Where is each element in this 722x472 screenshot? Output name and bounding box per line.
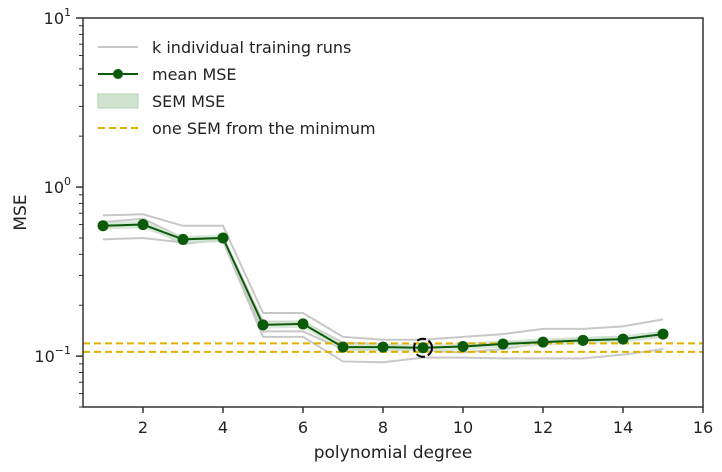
legend-sem-swatch [97,93,139,109]
legend-mean-label: mean MSE [152,65,237,84]
mean-point-4 [217,232,229,244]
mean-point-15 [657,328,669,340]
training-run-line-3 [102,223,663,352]
plot-frame [82,17,704,408]
mean-point-9 [417,342,429,354]
x-tick-label-2: 2 [138,418,148,437]
minimum-marker [413,337,433,358]
legend: k individual training runs mean MSE SEM … [97,38,376,138]
x-tick-label-10: 10 [453,418,473,437]
y-tick-label: 101 [44,6,71,28]
mean-point-12 [537,336,549,348]
mean-point-1 [97,220,109,232]
x-tick-label-8: 8 [378,418,388,437]
y-axis-label: MSE [11,194,31,230]
mean-point-14 [617,333,629,345]
training-run-line-0 [102,213,664,341]
legend-mean-marker [113,69,123,79]
y-tick-label: 100 [44,175,71,197]
mean-point-13 [577,334,589,346]
mean-point-5 [257,319,269,331]
legend-sem-label: SEM MSE [152,92,225,111]
x-tick-label-14: 14 [613,418,633,437]
x-tick-label-6: 6 [298,418,308,437]
sem-band [103,220,663,352]
x-axis-label: polynomial degree [314,443,473,463]
mean-point-7 [337,341,349,353]
mean-point-10 [457,340,469,352]
mean-point-6 [297,318,309,330]
mean-point-11 [497,338,509,350]
y-tick-label: 10−1 [34,344,71,366]
x-tick-label-4: 4 [218,418,228,437]
mean-point-2 [137,219,149,231]
legend-runs-label: k individual training runs [152,38,351,57]
mean-point-3 [177,233,189,245]
x-tick-label-12: 12 [533,418,553,437]
legend-threshold-label: one SEM from the minimum [152,119,376,138]
mean-point-8 [377,341,389,353]
x-tick-label-16: 16 [693,418,713,437]
